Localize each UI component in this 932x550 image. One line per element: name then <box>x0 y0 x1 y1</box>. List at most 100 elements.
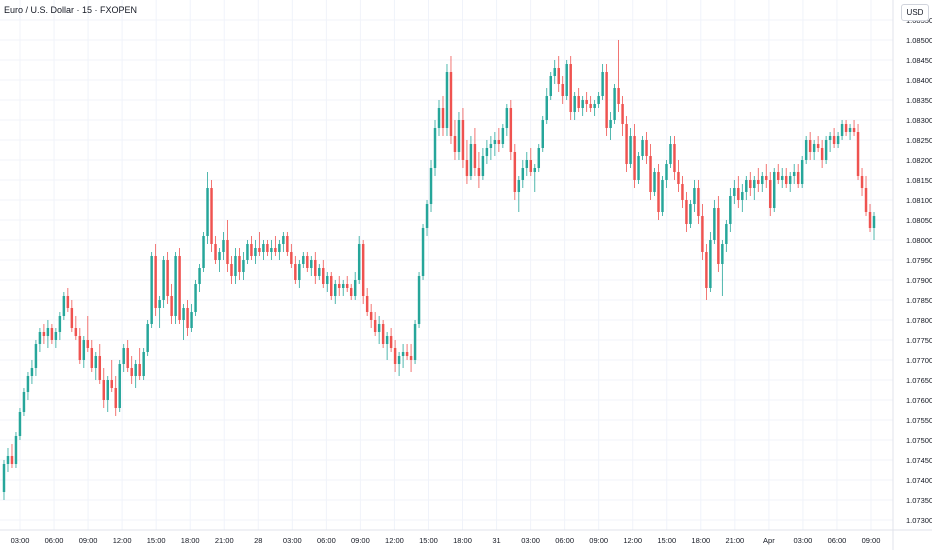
candle-body-down <box>78 336 82 360</box>
candle <box>621 96 624 136</box>
candle <box>54 328 58 348</box>
y-tick-label: 1.08200 <box>906 156 932 165</box>
candle-body-up <box>741 192 744 200</box>
candle <box>194 280 197 316</box>
candle-body-down <box>42 332 46 336</box>
candle <box>98 344 102 384</box>
candle <box>286 232 289 256</box>
candle-body-down <box>513 152 517 192</box>
candle-body-down <box>585 100 588 104</box>
candle-body-up <box>206 188 209 236</box>
candle <box>593 100 596 116</box>
candle-body-down <box>110 380 113 388</box>
candle-body-down <box>461 120 465 160</box>
candle-body-down <box>569 64 572 112</box>
candle <box>457 112 461 160</box>
candle <box>34 340 38 376</box>
candle <box>537 144 541 172</box>
candle-body-up <box>653 172 656 192</box>
candle-body-up <box>18 412 22 436</box>
candle <box>796 164 800 188</box>
x-tick-label: 18:00 <box>453 536 472 545</box>
y-tick-label: 1.08250 <box>906 136 932 145</box>
candle-body-up <box>413 324 417 360</box>
candle-body-down <box>577 96 580 108</box>
candle-body-up <box>190 312 193 328</box>
candle-body-up <box>725 224 728 244</box>
candle-body-up <box>517 180 521 192</box>
candle <box>230 256 233 284</box>
candle-body-up <box>30 368 34 376</box>
candle-body-down <box>74 328 78 336</box>
candle <box>326 272 329 292</box>
candle-body-up <box>421 228 425 276</box>
candle <box>174 252 177 324</box>
candle <box>784 168 788 188</box>
candle <box>812 140 816 160</box>
candle-body-down <box>166 260 169 296</box>
candle <box>357 236 361 284</box>
candle-body-up <box>94 356 98 368</box>
candle <box>529 148 533 176</box>
time-axis[interactable]: 03:00 06:00 09:00 12:00 15:00 18:00 21:00 28 03:… <box>11 536 881 545</box>
candle-body-up <box>581 100 584 108</box>
candle <box>405 344 409 360</box>
candle-body-down <box>170 296 173 316</box>
candle-body-down <box>126 348 129 368</box>
candle-body-up <box>689 204 692 224</box>
candle-body-down <box>868 212 872 228</box>
candle <box>629 128 632 168</box>
candle-body-down <box>441 108 445 128</box>
candle-body-up <box>254 248 257 256</box>
candle <box>757 168 760 192</box>
candle <box>685 192 688 232</box>
candle <box>709 232 712 292</box>
currency-button[interactable]: USD <box>901 4 929 21</box>
y-tick-label: 1.07650 <box>906 376 932 385</box>
candle <box>840 120 844 140</box>
candle-body-down <box>250 244 253 256</box>
candle <box>14 432 18 468</box>
candle-body-up <box>753 180 756 188</box>
candle <box>30 360 34 384</box>
candle-body-up <box>541 120 544 148</box>
candle-body-down <box>361 244 365 296</box>
candle <box>413 320 417 364</box>
candle <box>62 292 66 320</box>
price-axis[interactable]: 1.085501.085001.084501.084001.083501.083… <box>906 16 932 525</box>
candle <box>389 328 393 352</box>
candle <box>585 92 588 112</box>
x-tick-label: 15:00 <box>657 536 676 545</box>
candle <box>765 164 768 188</box>
candle-body-up <box>525 160 529 168</box>
candle <box>445 64 449 136</box>
candle-body-up <box>872 216 876 228</box>
candle <box>278 240 281 260</box>
candle-body-down <box>784 176 788 184</box>
candle-body-up <box>733 188 736 196</box>
candle <box>681 176 684 208</box>
candle <box>721 240 724 296</box>
candle-body-up <box>593 104 596 108</box>
candle <box>453 120 457 160</box>
candle-body-up <box>485 148 489 156</box>
candle <box>102 368 106 408</box>
candle-body-up <box>812 144 816 152</box>
x-tick-label: 31 <box>492 536 500 545</box>
candle <box>697 180 700 224</box>
candle <box>361 240 365 304</box>
candle-body-up <box>182 308 185 320</box>
candle-body-down <box>677 172 680 184</box>
x-tick-label: 06:00 <box>828 536 847 545</box>
y-tick-label: 1.07600 <box>906 396 932 405</box>
candle-body-up <box>14 436 18 464</box>
candle-body-up <box>341 284 345 288</box>
candle <box>441 96 445 136</box>
candle-body-up <box>637 156 640 180</box>
candle <box>465 140 469 184</box>
candle <box>832 128 836 148</box>
candle <box>828 132 832 152</box>
candle-body-down <box>90 348 94 368</box>
